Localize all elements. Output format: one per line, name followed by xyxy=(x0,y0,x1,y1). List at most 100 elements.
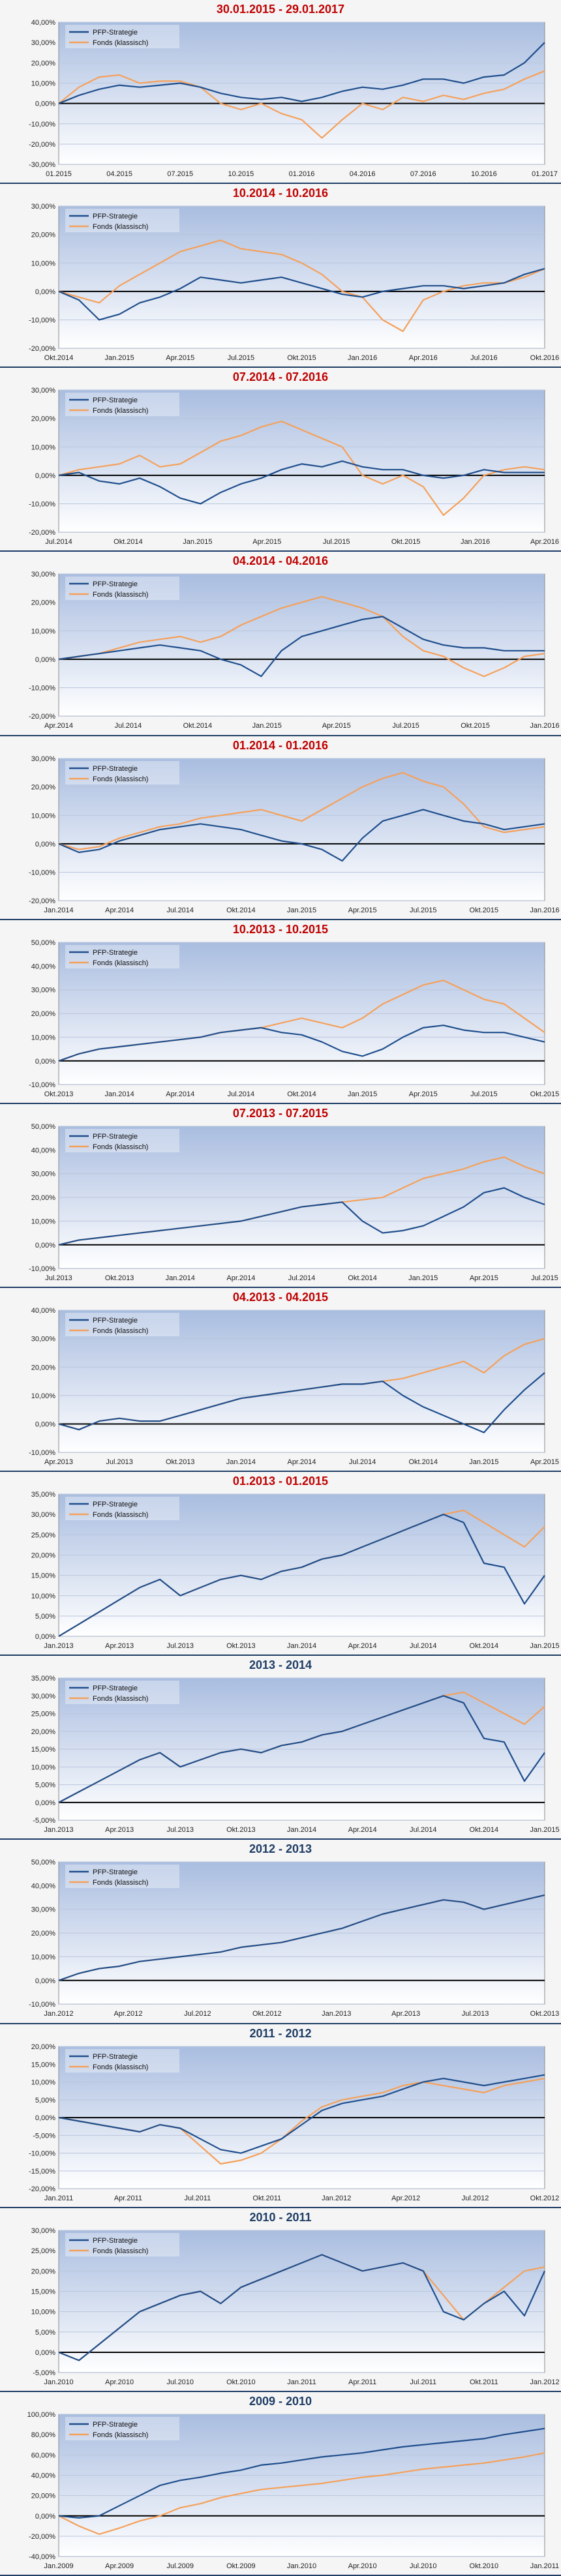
y-tick-label: -10,00% xyxy=(29,869,55,876)
chart-panel: 01.2014 - 01.2016 30,00% 20,00% 10,00% 0,00%… xyxy=(0,736,561,920)
x-tick-label: Jul.2013 xyxy=(166,1642,194,1650)
y-tick-label: 0,00% xyxy=(35,100,55,108)
chart-title: 01.2013 - 01.2015 xyxy=(232,1475,329,1488)
chart-panel: 10.2013 - 10.2015 50,00% 40,00% 30,00% 20,00… xyxy=(0,920,561,1104)
chart-svg: 30,00% 20,00% 10,00% 0,00% -10,00% -20,00% Apr… xyxy=(29,571,559,730)
y-tick-label: 30,00% xyxy=(31,39,55,47)
legend: PFP-Strategie Fonds (klassisch) xyxy=(65,209,180,233)
x-tick-label: Okt.2014 xyxy=(470,1826,499,1834)
series-line-pfp-strategie xyxy=(58,2427,545,2519)
legend-label: PFP-Strategie xyxy=(93,397,138,404)
chart-svg: 40,00% 30,00% 20,00% 10,00% 0,00% -10,00% -20,… xyxy=(29,19,558,178)
y-tick-label: 25,00% xyxy=(31,1711,55,1718)
x-tick-label: Okt.2014 xyxy=(470,1642,499,1650)
y-tick-label: -20,00% xyxy=(29,529,55,537)
x-tick-label: Okt.2015 xyxy=(530,1090,560,1098)
legend-label: Fonds (klassisch) xyxy=(93,1695,148,1703)
x-tick-label: Okt.2014 xyxy=(114,538,143,546)
legend-label: Fonds (klassisch) xyxy=(93,1143,148,1151)
series-line-pfp-strategie xyxy=(58,1895,545,1982)
x-tick-label: Okt.2009 xyxy=(226,2562,256,2570)
x-tick-label: Jul.2014 xyxy=(410,1642,437,1650)
y-tick-label: -10,00% xyxy=(29,317,55,325)
legend-label: Fonds (klassisch) xyxy=(93,223,148,231)
chart-panel: 04.2014 - 04.2016 30,00% 20,00% 10,00% 0,00%… xyxy=(0,552,561,736)
y-tick-label: 10,00% xyxy=(31,812,55,820)
y-tick-label: 40,00% xyxy=(31,963,55,970)
y-tick-label: 0,00% xyxy=(35,1420,55,1428)
y-tick-label: -30,00% xyxy=(29,161,55,169)
y-tick-label: 35,00% xyxy=(31,1491,55,1499)
y-tick-label: -10,00% xyxy=(29,2149,55,2157)
y-tick-label: -5,00% xyxy=(33,1817,55,1825)
y-tick-label: 30,00% xyxy=(31,203,55,211)
x-tick-label: Jan.2011 xyxy=(287,2378,316,2386)
y-tick-label: -10,00% xyxy=(29,2001,55,2009)
x-tick-label: Apr.2016 xyxy=(409,354,438,362)
x-tick-label: Jul.2010 xyxy=(166,2378,194,2386)
x-tick-label: Okt.2013 xyxy=(226,1642,256,1650)
x-tick-label: Okt.2014 xyxy=(408,1458,438,1466)
chart-title: 10.2013 - 10.2015 xyxy=(232,922,329,936)
legend: PFP-Strategie Fonds (klassisch) xyxy=(65,1497,180,1521)
y-tick-label: 40,00% xyxy=(31,19,55,27)
y-tick-label: 20,00% xyxy=(31,2268,55,2275)
chart-title: 07.2013 - 07.2015 xyxy=(232,1106,329,1120)
x-tick-label: Jan.2012 xyxy=(322,2194,351,2202)
x-tick-label: Jan.2013 xyxy=(322,2011,351,2018)
y-tick-label: 30,00% xyxy=(31,1511,55,1519)
legend-box xyxy=(65,577,180,601)
legend-label: Fonds (klassisch) xyxy=(93,39,148,47)
legend: PFP-Strategie Fonds (klassisch) xyxy=(65,24,180,48)
chart-svg: 50,00% 40,00% 30,00% 20,00% 10,00% 0,00% -10,0… xyxy=(29,1123,558,1282)
legend: PFP-Strategie Fonds (klassisch) xyxy=(65,577,180,601)
legend-label: Fonds (klassisch) xyxy=(93,591,148,599)
x-tick-label: Jan.2009 xyxy=(44,2562,73,2570)
x-tick-label: Jan.2012 xyxy=(44,2011,73,2018)
legend-label: PFP-Strategie xyxy=(93,1317,138,1325)
legend-label: PFP-Strategie xyxy=(93,1501,138,1508)
legend-label: Fonds (klassisch) xyxy=(93,1327,148,1335)
series-line-pfp-strategie xyxy=(58,1695,545,1804)
series-line-fonds-klassisch xyxy=(58,421,545,517)
x-tick-label: Jan.2015 xyxy=(183,538,212,546)
chart-svg: 20,00% 15,00% 10,00% 5,00% 0,00% -5,00% -10,00… xyxy=(29,2043,560,2202)
series-line-pfp-strategie xyxy=(58,808,545,861)
y-tick-label: 0,00% xyxy=(35,1057,55,1065)
x-tick-label: Jul.2015 xyxy=(323,538,350,546)
plot-area xyxy=(58,573,545,717)
y-tick-label: -20,00% xyxy=(29,345,55,353)
series-line-fonds-klassisch xyxy=(58,2451,545,2535)
legend-label: PFP-Strategie xyxy=(93,2421,138,2429)
x-tick-label: Jan.2013 xyxy=(44,1642,73,1650)
x-tick-label: Jul.2013 xyxy=(45,1274,72,1282)
chart-title: 04.2013 - 04.2015 xyxy=(232,1290,329,1304)
x-tick-label: Okt.2011 xyxy=(252,2194,281,2202)
legend-label: Fonds (klassisch) xyxy=(93,2431,148,2439)
series-line-fonds-klassisch xyxy=(58,771,545,850)
x-tick-label: Apr.2015 xyxy=(470,1274,498,1282)
plot-area xyxy=(58,1310,545,1453)
plot-area xyxy=(58,389,545,533)
chart-svg: 30,00%20,00%10,00%0,00%-10,00%-20,00%Jan… xyxy=(29,755,559,914)
x-tick-label: Jan.2014 xyxy=(226,1458,256,1466)
chart-panel: 07.2013 - 07.2015 50,00% 40,00% 30,00% 20,00… xyxy=(0,1103,561,1288)
y-tick-label: -10,00% xyxy=(29,685,55,693)
y-tick-label: 0,00% xyxy=(35,1799,55,1807)
legend-box xyxy=(65,393,180,417)
y-tick-label: 10,00% xyxy=(31,2078,55,2086)
series-line-pfp-strategie xyxy=(58,2253,545,2361)
x-tick-label: Okt.2014 xyxy=(44,354,74,362)
y-tick-label: 10,00% xyxy=(31,1218,55,1225)
x-tick-label: Okt.2012 xyxy=(530,2194,560,2202)
x-tick-label: 07.2015 xyxy=(167,170,193,178)
x-tick-label: Jan.2016 xyxy=(348,354,377,362)
y-tick-label: 20,00% xyxy=(31,415,55,423)
x-tick-label: Okt.2015 xyxy=(391,538,421,546)
series-line-pfp-strategie xyxy=(58,268,545,321)
y-tick-label: 0,00% xyxy=(35,840,55,848)
x-tick-label: Okt.2012 xyxy=(252,2011,282,2018)
x-tick-label: Apr.2015 xyxy=(322,723,351,730)
y-tick-label: -15,00% xyxy=(29,2167,55,2175)
x-tick-label: Jan.2010 xyxy=(287,2562,316,2570)
